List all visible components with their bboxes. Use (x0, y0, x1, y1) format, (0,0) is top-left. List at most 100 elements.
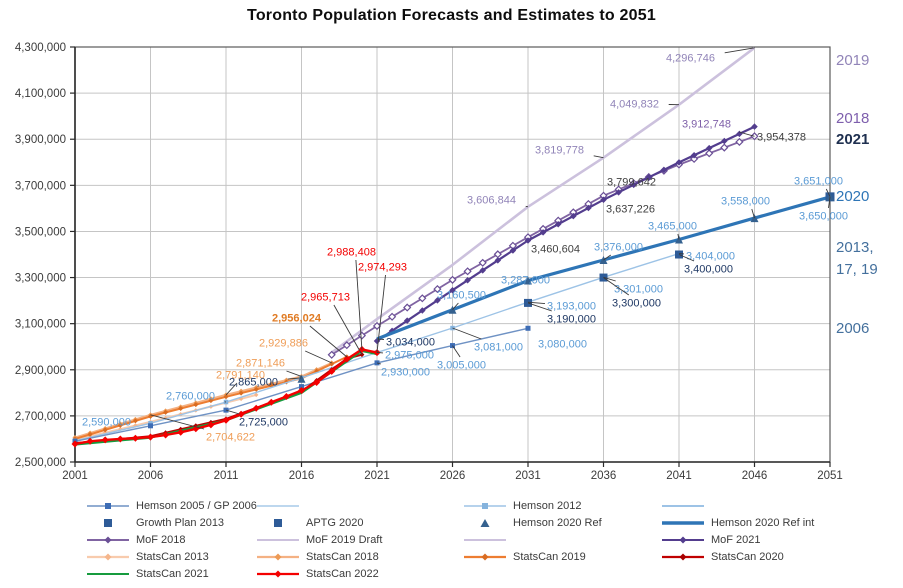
legend-item-label: StatsCan 2021 (136, 567, 209, 580)
data-label: 3,300,000 (612, 298, 661, 310)
legend-swatch (257, 570, 299, 577)
legend-swatch (480, 518, 490, 527)
chart-title: Toronto Population Forecasts and Estimat… (247, 7, 656, 24)
x-tick-label: 2016 (289, 470, 315, 482)
legend-item-label: Hemson 2005 / GP 2006 (136, 499, 257, 512)
data-label: 3,376,000 (594, 242, 643, 254)
forecast-year-label: 2013, (836, 239, 874, 256)
data-label: 4,049,832 (610, 99, 659, 111)
legend-swatch (87, 536, 129, 543)
legend-item-label: APTG 2020 (306, 516, 364, 529)
y-tick-label: 4,300,000 (15, 42, 66, 54)
legend-item: APTG 2020 (255, 514, 382, 531)
forecast-year-label: 17, 19 (836, 261, 878, 278)
data-label: 3,301,000 (614, 284, 663, 296)
y-tick-label: 4,100,000 (15, 88, 66, 100)
x-tick-label: 2046 (742, 470, 768, 482)
legend-item: Hemson 2012 (462, 497, 602, 514)
data-label: 3,005,000 (437, 360, 486, 372)
legend-item: StatsCan 2018 (255, 548, 382, 565)
data-label: 3,081,000 (474, 342, 523, 354)
legend-column: APTG 2020 MoF 2019 Draft StatsCan 2018 Stat… (255, 497, 382, 582)
y-tick-label: 3,700,000 (15, 180, 66, 192)
legend-item: StatsCan 2019 (462, 548, 602, 565)
data-label: 3,637,226 (606, 204, 655, 216)
legend-swatch (87, 572, 129, 575)
data-label: 3,160,500 (437, 290, 486, 302)
data-label: 2,791,140 (216, 370, 265, 382)
y-tick-label: 2,700,000 (15, 411, 66, 423)
forecast-year-label: 2006 (836, 320, 869, 337)
data-label: 3,034,000 (386, 337, 435, 349)
data-label: 2,975,000 (385, 350, 434, 362)
legend-item: Hemson 2020 Ref (462, 514, 602, 531)
x-tick-label: 2031 (515, 470, 541, 482)
data-label: 3,606,844 (467, 195, 516, 207)
data-label: 2,871,146 (236, 358, 285, 370)
data-label: 3,404,000 (686, 251, 735, 263)
data-label: 2,590,000 (82, 417, 131, 429)
series-line (376, 125, 755, 342)
data-label: 3,912,748 (682, 119, 731, 131)
x-tick-label: 2021 (364, 470, 390, 482)
legend-swatch (87, 502, 129, 509)
legend-item-label: MoF 2019 Draft (306, 533, 383, 546)
data-label: 2,956,024 (272, 313, 322, 325)
forecast-year-label: 2021 (836, 131, 869, 148)
legend-swatch (662, 504, 704, 507)
legend-item-label: Hemson 2020 Ref int (711, 516, 815, 529)
data-label: 3,650,000 (799, 211, 848, 223)
legend-item-label: Hemson 2020 Ref (513, 516, 602, 529)
x-tick-label: 2036 (591, 470, 617, 482)
legend-item: Hemson 2020 Ref int (660, 514, 814, 531)
legend-swatch (274, 518, 282, 527)
data-label: 3,819,778 (535, 145, 584, 157)
legend-item: StatsCan 2021 (85, 565, 257, 582)
y-tick-label: 2,500,000 (15, 457, 66, 469)
legend-swatch (662, 553, 704, 560)
legend-item-label: StatsCan 2020 (711, 550, 784, 563)
data-label: 3,190,000 (547, 314, 596, 326)
data-label: 3,799,642 (607, 177, 656, 189)
data-label: 3,080,000 (538, 339, 587, 351)
x-tick-label: 2011 (214, 470, 239, 482)
legend-item-label: StatsCan 2019 (513, 550, 586, 563)
data-label: 2,974,293 (358, 262, 407, 274)
y-tick-label: 3,100,000 (15, 319, 66, 331)
x-tick-label: 2006 (138, 470, 164, 482)
data-label: 3,287,000 (501, 275, 550, 287)
data-label: 3,465,000 (648, 221, 697, 233)
legend-item: StatsCan 2022 (255, 565, 382, 582)
y-tick-label: 3,500,000 (15, 226, 66, 238)
data-label: 3,460,604 (531, 244, 580, 256)
legend-item-label: MoF 2018 (136, 533, 186, 546)
data-label: 3,193,000 (547, 301, 596, 313)
legend-item (255, 497, 382, 514)
legend: Hemson 2005 / GP 2006 Growth Plan 2013 MoF… (0, 497, 903, 588)
x-tick-label: 2051 (817, 470, 843, 482)
data-label: 2,865,000 (229, 377, 278, 389)
data-label: 4,296,746 (666, 53, 715, 65)
legend-swatch (87, 553, 129, 560)
legend-item-label: MoF 2021 (711, 533, 761, 546)
legend-swatch (662, 536, 704, 543)
forecast-year-label: 2020 (836, 188, 869, 205)
data-label: 3,651,000 (794, 176, 843, 188)
legend-swatch (257, 538, 299, 541)
legend-item: MoF 2019 Draft (255, 531, 382, 548)
legend-item-label: Hemson 2012 (513, 499, 582, 512)
data-label: 3,558,000 (721, 196, 770, 208)
legend-item: Hemson 2005 / GP 2006 (85, 497, 257, 514)
legend-swatch (104, 518, 112, 527)
legend-swatch (464, 553, 506, 560)
data-label: 3,954,378 (757, 132, 806, 144)
data-label: 2,930,000 (381, 367, 430, 379)
y-tick-label: 3,300,000 (15, 273, 66, 285)
plot-area: 2,500,000 2,700,000 2,900,000 3,100,000 3,30… (15, 42, 878, 482)
forecast-year-label: 2019 (836, 52, 869, 69)
data-label: 2,704,622 (206, 432, 255, 444)
data-label: 3,400,000 (684, 264, 733, 276)
legend-item: StatsCan 2020 (660, 548, 814, 565)
legend-swatch (257, 553, 299, 560)
